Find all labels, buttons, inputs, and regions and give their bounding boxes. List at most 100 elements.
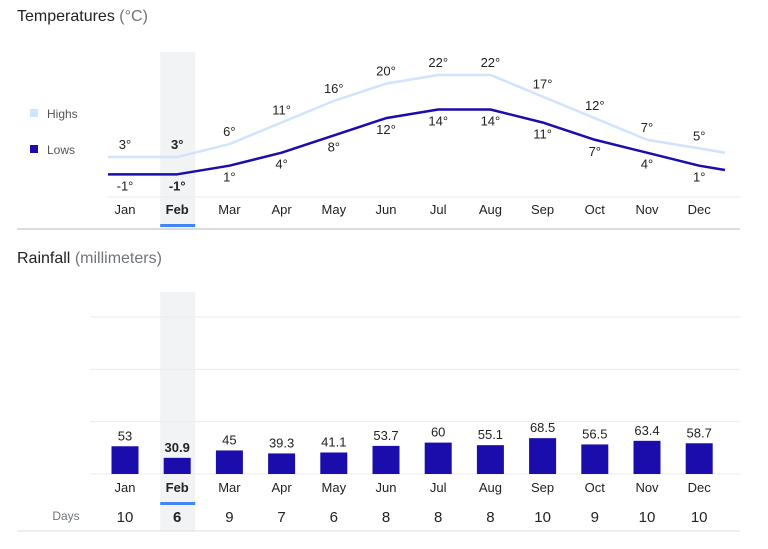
data-label-highs: 11°	[272, 102, 291, 117]
rainfall-bar[interactable]	[476, 445, 504, 474]
rainfall-bar[interactable]	[633, 440, 661, 474]
rainfall-bar[interactable]	[320, 452, 348, 474]
rainfall-month-label[interactable]: Jun	[376, 480, 397, 495]
temperature-selected-column[interactable]	[160, 52, 196, 229]
rain-days-value: 10	[117, 509, 134, 526]
rainfall-month-label[interactable]: Jul	[430, 480, 447, 495]
rain-days-value: 9	[225, 509, 233, 526]
rainfall-bar[interactable]	[529, 438, 557, 474]
rainfall-value-label: 60	[431, 425, 445, 440]
temperatures-title-text: Temperatures	[17, 8, 115, 25]
data-label-lows: 8°	[328, 139, 340, 154]
temperature-month-label[interactable]: Feb	[166, 202, 189, 217]
temperature-selected-indicator	[160, 224, 196, 227]
legend-label-lows: Lows	[47, 143, 75, 157]
rainfall-selected-column[interactable]	[160, 292, 196, 531]
days-row-label: Days	[52, 509, 79, 523]
rainfall-month-label[interactable]: Aug	[479, 480, 502, 495]
data-label-highs: 7°	[641, 120, 653, 135]
data-label-lows: 1°	[223, 170, 235, 185]
temperature-month-label[interactable]: Jun	[376, 202, 397, 217]
temperature-month-label[interactable]: Mar	[218, 202, 241, 217]
data-label-highs: 3°	[119, 137, 131, 152]
series-line-highs	[108, 73, 726, 159]
legend-label-highs: Highs	[47, 107, 78, 121]
rainfall-value-label: 39.3	[269, 435, 294, 450]
rainfall-value-label: 41.1	[321, 434, 346, 449]
data-label-highs: 22°	[428, 55, 448, 70]
temperature-month-label[interactable]: Aug	[479, 202, 502, 217]
rainfall-bar[interactable]	[268, 453, 296, 474]
rain-days-value: 8	[382, 509, 390, 526]
rainfall-bar[interactable]	[163, 457, 191, 474]
data-label-lows: 7°	[589, 144, 601, 159]
rain-days-value: 10	[691, 509, 708, 526]
rainfall-bar[interactable]	[581, 444, 609, 474]
temperatures-title: Temperatures (°C)	[17, 8, 148, 26]
data-label-lows: 14°	[481, 114, 501, 129]
temperature-month-label[interactable]: May	[322, 202, 347, 217]
rain-days-value: 6	[330, 509, 338, 526]
rainfall-bar[interactable]	[111, 446, 139, 474]
rainfall-title: Rainfall (millimeters)	[17, 250, 162, 268]
rainfall-month-label[interactable]: Apr	[271, 480, 292, 495]
rainfall-month-label[interactable]: Jan	[115, 480, 136, 495]
rain-days-value: 9	[591, 509, 599, 526]
temperature-month-label[interactable]: Oct	[585, 202, 606, 217]
rainfall-bar[interactable]	[215, 450, 243, 474]
data-label-lows: -1°	[117, 178, 134, 193]
data-label-lows: 4°	[275, 157, 287, 172]
rainfall-month-label[interactable]: Nov	[635, 480, 659, 495]
rainfall-month-label[interactable]: Sep	[531, 480, 554, 495]
rainfall-value-label: 53.7	[373, 428, 398, 443]
temperature-month-label[interactable]: Jan	[115, 202, 136, 217]
rainfall-month-label[interactable]: Mar	[218, 480, 241, 495]
data-label-highs: 5°	[693, 128, 705, 143]
series-line-lows	[108, 108, 726, 176]
data-label-highs: 20°	[376, 64, 396, 79]
rain-days-value: 6	[173, 509, 181, 526]
rain-days-value: 8	[434, 509, 442, 526]
rainfall-value-label: 30.9	[165, 440, 190, 455]
data-label-highs: 17°	[533, 77, 553, 92]
data-label-highs: 6°	[223, 124, 235, 139]
temperature-month-label[interactable]: Jul	[430, 202, 447, 217]
rainfall-unit: (millimeters)	[74, 250, 162, 267]
data-label-highs: 12°	[585, 98, 605, 113]
rainfall-value-label: 68.5	[530, 420, 555, 435]
temperature-month-label[interactable]: Dec	[688, 202, 712, 217]
temperature-month-label[interactable]: Apr	[271, 202, 292, 217]
rainfall-value-label: 63.4	[634, 423, 659, 438]
rainfall-value-label: 58.7	[687, 425, 712, 440]
legend-swatch-lows	[30, 145, 38, 153]
rainfall-value-label: 53	[118, 428, 132, 443]
rainfall-value-label: 45	[222, 432, 236, 447]
data-label-highs: 16°	[324, 81, 344, 96]
rainfall-value-label: 55.1	[478, 427, 503, 442]
rainfall-title-text: Rainfall	[17, 250, 71, 267]
rain-days-value: 7	[277, 509, 285, 526]
temperature-month-label[interactable]: Sep	[531, 202, 554, 217]
rainfall-month-label[interactable]: Oct	[585, 480, 606, 495]
data-label-lows: 1°	[693, 170, 705, 185]
data-label-lows: -1°	[169, 178, 186, 193]
rainfall-month-label[interactable]: Feb	[166, 480, 189, 495]
rain-days-value: 10	[534, 509, 551, 526]
data-label-highs: 22°	[481, 55, 501, 70]
temperature-month-label[interactable]: Nov	[635, 202, 659, 217]
rain-days-value: 10	[639, 509, 656, 526]
rainfall-month-label[interactable]: Dec	[688, 480, 712, 495]
legend-swatch-highs	[30, 109, 38, 117]
rainfall-bar[interactable]	[424, 442, 452, 474]
rainfall-value-label: 56.5	[582, 426, 607, 441]
rain-days-value: 8	[486, 509, 494, 526]
rainfall-selected-indicator	[160, 502, 196, 505]
rainfall-bar[interactable]	[372, 445, 400, 474]
temperatures-unit: (°C)	[119, 8, 148, 25]
rainfall-month-label[interactable]: May	[322, 480, 347, 495]
data-label-lows: 12°	[376, 122, 396, 137]
data-label-lows: 11°	[533, 126, 552, 141]
rainfall-bar[interactable]	[685, 443, 713, 474]
data-label-highs: 3°	[171, 137, 183, 152]
